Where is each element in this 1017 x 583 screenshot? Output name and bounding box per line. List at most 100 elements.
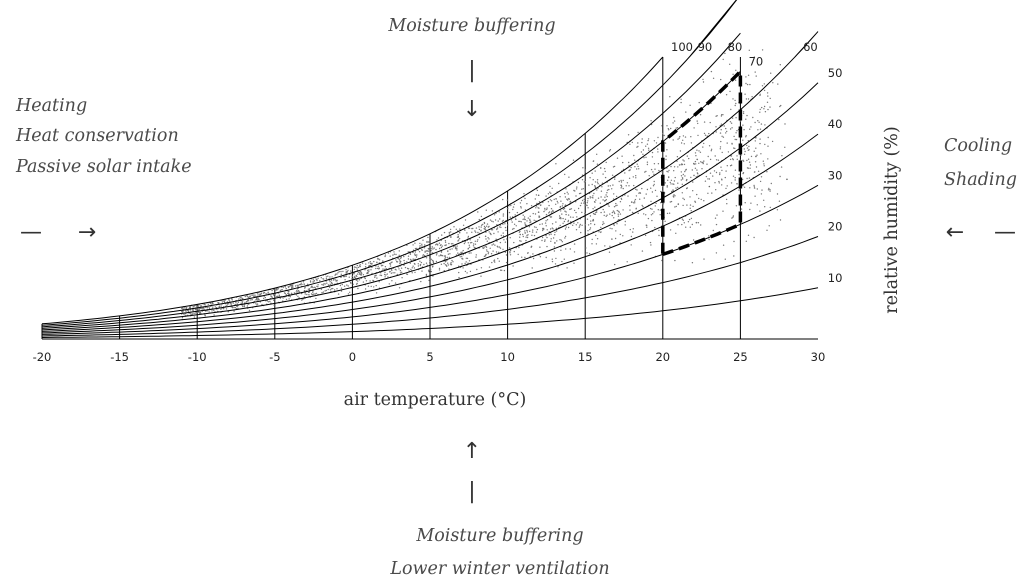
data-point bbox=[566, 191, 568, 193]
data-point bbox=[353, 273, 355, 275]
data-point bbox=[507, 224, 509, 226]
data-point bbox=[604, 196, 606, 198]
data-point bbox=[502, 223, 504, 225]
data-point bbox=[526, 234, 528, 237]
data-point bbox=[416, 247, 418, 250]
data-point bbox=[465, 261, 467, 263]
data-point bbox=[488, 225, 490, 228]
data-point bbox=[555, 221, 557, 223]
data-point bbox=[677, 166, 679, 168]
data-point bbox=[697, 122, 699, 125]
data-point bbox=[238, 298, 240, 300]
data-point bbox=[626, 261, 628, 263]
data-point bbox=[429, 248, 432, 250]
data-point bbox=[551, 258, 553, 260]
data-point bbox=[563, 258, 565, 260]
data-point bbox=[742, 172, 745, 174]
data-point bbox=[745, 82, 747, 85]
data-point bbox=[636, 163, 638, 165]
data-point bbox=[425, 262, 428, 264]
data-point bbox=[657, 151, 659, 153]
data-point bbox=[547, 193, 550, 195]
data-point bbox=[369, 280, 371, 282]
data-point bbox=[474, 240, 476, 242]
data-point bbox=[505, 261, 508, 264]
data-point bbox=[467, 227, 470, 229]
data-point bbox=[264, 296, 266, 299]
data-point bbox=[560, 200, 562, 202]
data-point bbox=[249, 296, 251, 298]
data-point bbox=[648, 175, 650, 177]
data-point bbox=[668, 129, 670, 131]
data-point bbox=[721, 135, 723, 137]
data-point bbox=[389, 265, 392, 267]
data-point bbox=[548, 212, 550, 214]
data-point bbox=[602, 199, 604, 201]
data-point bbox=[674, 259, 676, 262]
data-point bbox=[368, 269, 370, 271]
data-point bbox=[708, 238, 710, 241]
data-point bbox=[707, 155, 709, 158]
data-point bbox=[400, 267, 403, 269]
data-point bbox=[306, 283, 309, 285]
data-point bbox=[247, 296, 250, 298]
data-point bbox=[525, 239, 527, 242]
data-point bbox=[657, 209, 659, 211]
data-point bbox=[576, 186, 578, 188]
data-point bbox=[193, 305, 196, 307]
data-point bbox=[780, 166, 783, 168]
data-point bbox=[632, 231, 634, 233]
data-point bbox=[211, 310, 213, 312]
data-point bbox=[538, 215, 540, 217]
data-point bbox=[731, 142, 733, 145]
data-point bbox=[315, 292, 318, 295]
data-point bbox=[275, 288, 278, 290]
data-point bbox=[643, 213, 645, 215]
data-point bbox=[587, 224, 590, 226]
data-point bbox=[471, 231, 473, 233]
data-point bbox=[450, 243, 453, 245]
data-point bbox=[207, 303, 209, 305]
data-point bbox=[514, 214, 516, 216]
data-point bbox=[493, 232, 495, 235]
data-point bbox=[411, 272, 413, 274]
data-point bbox=[384, 254, 387, 256]
data-point bbox=[524, 232, 526, 234]
data-point bbox=[670, 165, 672, 168]
data-point bbox=[646, 161, 649, 163]
data-point bbox=[355, 266, 357, 268]
data-point bbox=[601, 223, 604, 226]
data-point bbox=[715, 252, 718, 254]
data-point bbox=[494, 244, 496, 246]
data-point bbox=[334, 279, 336, 281]
data-point bbox=[517, 253, 519, 256]
data-point bbox=[568, 197, 570, 200]
data-point bbox=[651, 191, 654, 193]
data-point bbox=[561, 213, 563, 215]
data-point bbox=[693, 174, 695, 177]
data-point bbox=[515, 218, 517, 221]
data-point bbox=[342, 270, 344, 273]
data-point bbox=[616, 209, 618, 212]
data-point bbox=[715, 131, 717, 133]
data-point bbox=[445, 244, 447, 246]
data-point bbox=[187, 309, 190, 311]
data-point bbox=[478, 218, 480, 221]
data-point bbox=[423, 254, 426, 257]
data-point bbox=[677, 224, 679, 226]
data-point bbox=[670, 183, 672, 185]
data-point bbox=[378, 259, 381, 261]
data-point bbox=[343, 285, 346, 287]
data-point bbox=[456, 245, 458, 247]
data-point bbox=[676, 127, 679, 129]
data-point bbox=[564, 235, 567, 238]
data-point bbox=[417, 265, 420, 267]
data-point bbox=[759, 93, 761, 96]
data-point bbox=[362, 281, 365, 283]
data-point bbox=[444, 261, 447, 263]
data-point bbox=[680, 175, 683, 177]
data-point bbox=[664, 220, 666, 222]
data-point bbox=[568, 176, 570, 178]
data-point bbox=[387, 276, 389, 278]
data-point bbox=[747, 167, 749, 169]
